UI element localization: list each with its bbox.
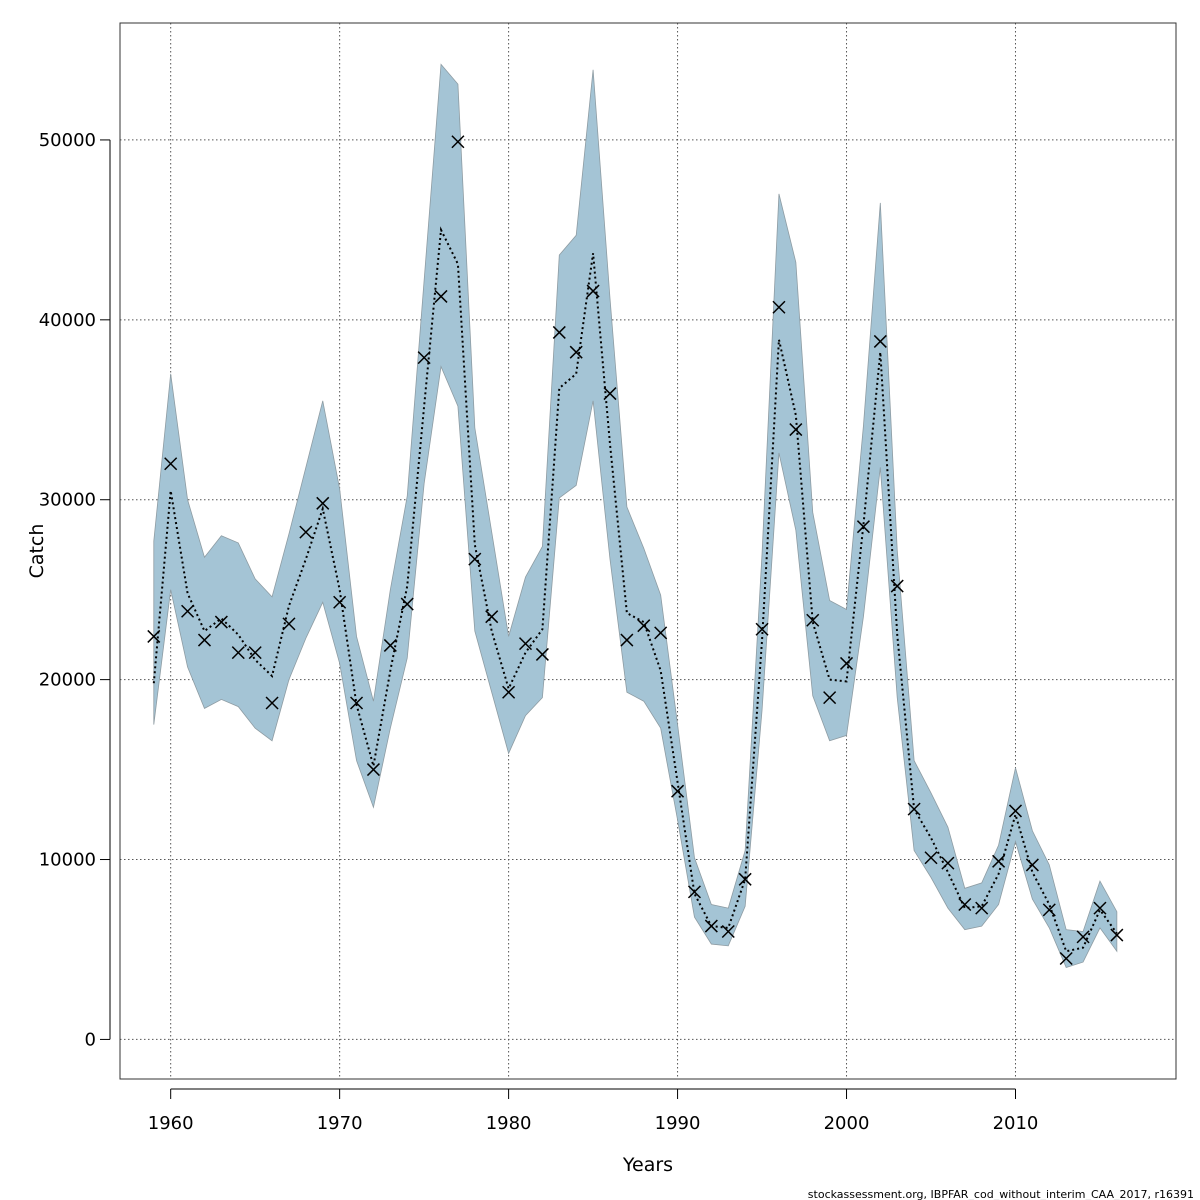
observed-point bbox=[755, 622, 769, 636]
x-tick-label: 2000 bbox=[824, 1113, 870, 1134]
x-tick-label: 1980 bbox=[486, 1113, 532, 1134]
observed-point bbox=[417, 351, 431, 365]
y-tick-label: 50000 bbox=[39, 130, 96, 151]
y-tick-label: 10000 bbox=[39, 850, 96, 871]
observed-point bbox=[907, 802, 921, 816]
y-tick-label: 20000 bbox=[39, 670, 96, 691]
observed-point bbox=[789, 423, 803, 437]
observed-point bbox=[518, 637, 533, 651]
observed-point bbox=[738, 872, 752, 886]
observed-point bbox=[890, 579, 904, 593]
observed-point bbox=[383, 638, 397, 652]
y-tick-label: 30000 bbox=[39, 490, 96, 511]
observed-point bbox=[924, 851, 938, 865]
observed-point bbox=[485, 610, 499, 624]
observed-point bbox=[181, 604, 195, 618]
observed-point bbox=[333, 595, 347, 609]
observed-point bbox=[265, 696, 279, 710]
x-tick-label: 2010 bbox=[993, 1113, 1039, 1134]
observed-point bbox=[772, 300, 786, 314]
observed-point bbox=[468, 552, 482, 566]
confidence-band bbox=[153, 63, 1118, 968]
estimate-series-line bbox=[152, 226, 1118, 953]
observed-point bbox=[552, 325, 566, 339]
observed-point bbox=[147, 629, 161, 643]
observed-point bbox=[1025, 858, 1039, 872]
observed-point bbox=[975, 901, 989, 915]
y-tick-label: 40000 bbox=[39, 310, 96, 331]
x-tick-label: 1970 bbox=[317, 1113, 363, 1134]
x-tick-label: 1990 bbox=[655, 1113, 701, 1134]
observed-point bbox=[992, 854, 1006, 868]
observed-point bbox=[569, 345, 583, 359]
confidence-band-area bbox=[153, 63, 1118, 968]
observed-point bbox=[671, 784, 685, 798]
observed-point bbox=[164, 457, 178, 471]
y-axis-title: Catch bbox=[26, 524, 48, 579]
observed-point bbox=[687, 885, 701, 899]
observed-point bbox=[535, 647, 549, 661]
y-axis: 0 10000 20000 30000 40000 50000 bbox=[39, 130, 111, 1050]
observed-point bbox=[704, 919, 718, 933]
observed-point bbox=[1008, 804, 1023, 818]
x-axis: 1960 1970 1980 1990 2000 2010 bbox=[148, 1088, 1039, 1134]
observed-point bbox=[856, 520, 870, 534]
observed-point bbox=[721, 924, 735, 939]
observed-point bbox=[248, 646, 262, 660]
observed-point bbox=[586, 284, 600, 298]
observed-point bbox=[839, 656, 854, 670]
observed-markers bbox=[147, 135, 1124, 965]
estimate-line bbox=[152, 226, 1118, 953]
observed-point bbox=[282, 617, 296, 631]
observed-point bbox=[350, 696, 364, 710]
observed-point bbox=[316, 496, 330, 510]
observed-point bbox=[958, 897, 972, 912]
plot-frame bbox=[119, 22, 1177, 1080]
observed-point bbox=[1093, 901, 1107, 915]
observed-point bbox=[434, 289, 448, 303]
observed-point bbox=[231, 646, 245, 660]
observed-point bbox=[941, 856, 955, 870]
y-tick-label: 0 bbox=[85, 1029, 96, 1050]
observed-point bbox=[502, 685, 516, 699]
observed-point bbox=[1059, 951, 1073, 965]
observed-point bbox=[400, 597, 414, 611]
observed-point bbox=[654, 626, 668, 640]
observed-point bbox=[620, 633, 634, 647]
x-axis-title: Years bbox=[622, 1154, 673, 1176]
observed-point bbox=[806, 613, 820, 627]
observed-point bbox=[823, 691, 837, 705]
observed-point bbox=[366, 763, 380, 777]
observed-point bbox=[603, 387, 617, 401]
observed-point bbox=[214, 615, 228, 629]
source-footer: stockassessment.org, IBPFAR_cod_without_… bbox=[808, 1188, 1194, 1200]
observed-point bbox=[1076, 930, 1090, 944]
observed-point bbox=[451, 135, 465, 149]
observed-point bbox=[873, 334, 887, 348]
observed-point bbox=[637, 619, 651, 633]
observed-point bbox=[299, 525, 313, 539]
observed-point bbox=[197, 633, 212, 647]
observed-point bbox=[1110, 928, 1124, 942]
x-tick-label: 1960 bbox=[148, 1113, 194, 1134]
observed-point bbox=[1042, 903, 1056, 917]
